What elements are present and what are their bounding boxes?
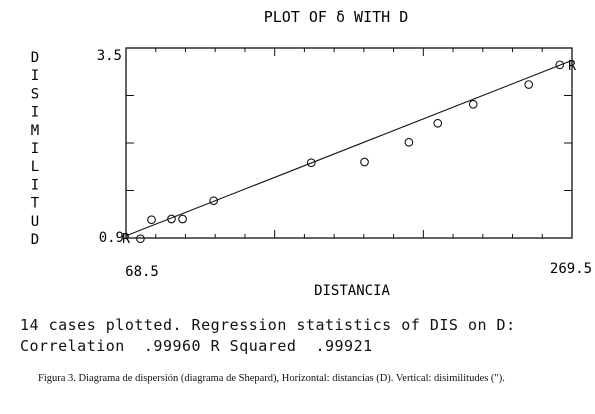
data-point — [404, 137, 414, 147]
regression-stats-line-2: Correlation .99960 R Squared .99921 — [20, 337, 373, 355]
axis-ticks — [125, 47, 573, 239]
y-tick-label-max: 3.5 — [97, 48, 122, 64]
y-axis-label-letter: T — [31, 196, 40, 212]
data-point-marker: R — [122, 232, 130, 247]
data-point — [360, 157, 369, 167]
data-point-marker: R — [568, 59, 576, 74]
y-axis-label-letter: D — [31, 50, 39, 66]
regression-line — [125, 59, 573, 237]
y-axis-label-letter: I — [31, 141, 39, 157]
regression-stats-line-1: 14 cases plotted. Regression statistics … — [20, 316, 516, 334]
y-axis-label-letter: U — [31, 214, 39, 230]
data-point — [433, 118, 443, 128]
x-tick-label-max: 269.5 — [550, 261, 592, 277]
y-axis-label-letter: I — [31, 177, 39, 193]
data-point — [178, 214, 187, 224]
data-point — [147, 215, 156, 225]
chart-title: PLOT OF δ WITH D — [264, 8, 409, 26]
data-points: RR — [122, 59, 576, 247]
x-axis-label: DISTANCIA — [314, 283, 390, 299]
y-axis-label-letter: S — [31, 86, 39, 102]
y-axis-label-letter: L — [31, 159, 39, 175]
data-point — [306, 158, 316, 168]
data-point — [136, 234, 145, 244]
y-axis-label-letter: D — [31, 232, 39, 248]
x-tick-label-min: 68.5 — [125, 264, 159, 280]
data-point — [209, 196, 218, 206]
data-point — [524, 80, 534, 89]
y-axis-label-letter: I — [31, 68, 39, 84]
y-axis-label-letter: I — [31, 105, 39, 121]
figure-caption: Figura 3. Diagrama de dispersión (diagra… — [38, 373, 505, 384]
data-point — [167, 214, 176, 224]
data-point — [468, 99, 478, 109]
y-tick-label-min: 0.9 — [99, 230, 124, 246]
data-point — [555, 60, 565, 70]
y-axis-label-letter: M — [31, 123, 39, 139]
